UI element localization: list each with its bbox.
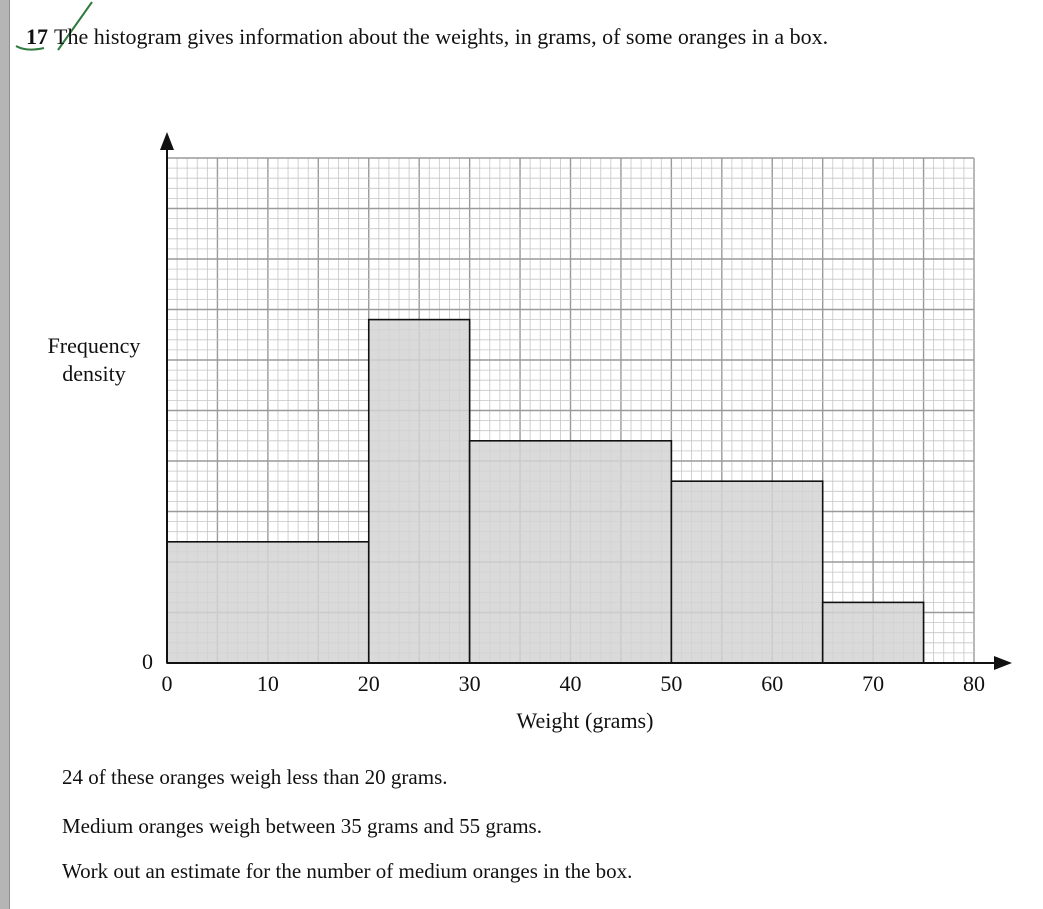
histogram-bar-2 (367, 318, 471, 664)
histogram-bar-5 (821, 601, 925, 664)
x-tick-label: 0 (162, 671, 173, 696)
histogram-bar-4 (670, 480, 824, 664)
x-tick-label: 20 (358, 671, 380, 696)
body-text-3: Work out an estimate for the number of m… (62, 859, 633, 883)
y-axis-label: Frequency density (34, 332, 154, 388)
histogram-bar-3 (468, 439, 673, 664)
y-axis-arrow (160, 132, 174, 150)
x-tick-label: 40 (560, 671, 582, 696)
chart-axes (160, 132, 1012, 670)
question-header: 17 The histogram gives information about … (26, 24, 828, 50)
body-text-2: Medium oranges weigh between 35 grams an… (62, 814, 542, 838)
x-tick-label: 50 (660, 671, 682, 696)
y-axis-label-line-2: density (62, 361, 126, 386)
x-tick-label: 60 (761, 671, 783, 696)
x-axis-label: Weight (grams) (516, 708, 654, 733)
x-tick-label: 70 (862, 671, 884, 696)
x-tick-label: 80 (963, 671, 985, 696)
y-tick-label: 0 (142, 649, 153, 674)
x-tick-label: 30 (459, 671, 481, 696)
question-number: 17 (26, 24, 48, 49)
y-axis-label-line-1: Frequency (47, 333, 141, 358)
x-axis-arrow (994, 656, 1012, 670)
question-text: The histogram gives information about th… (54, 24, 829, 49)
x-tick-label: 10 (257, 671, 279, 696)
page-left-border (0, 0, 10, 909)
histogram-bar-1 (166, 540, 370, 664)
body-text-1: 24 of these oranges weigh less than 20 g… (62, 765, 448, 789)
pen-tick-mark (15, 1, 93, 51)
x-axis-tick-labels: 0 10 20 30 40 50 60 70 80 0 (142, 649, 985, 696)
